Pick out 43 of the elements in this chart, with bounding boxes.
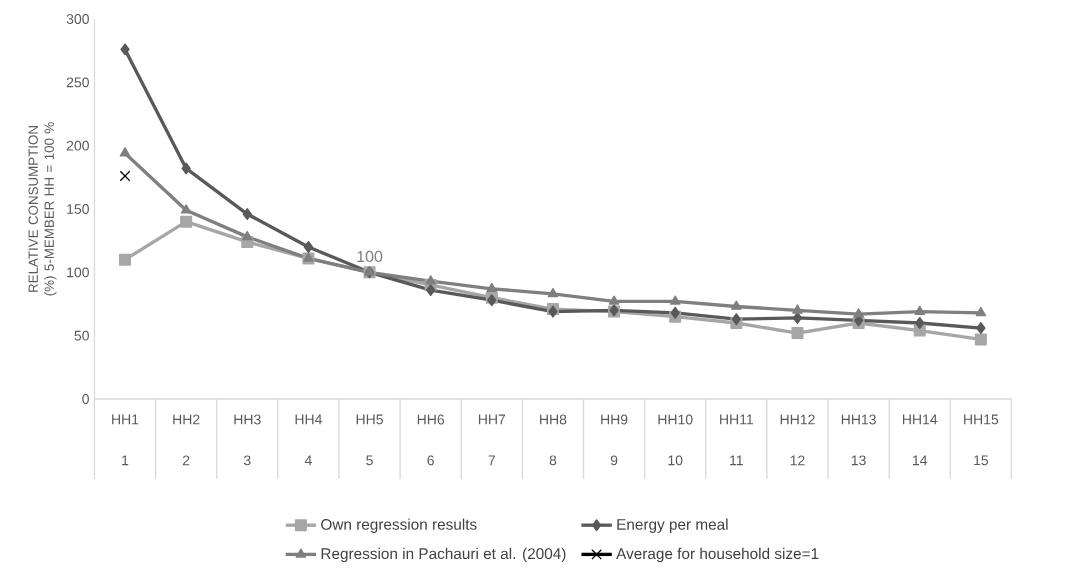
- y-tick-label: 50: [74, 330, 89, 341]
- y-tick-label: 150: [67, 204, 89, 214]
- y-tick-label: 200: [66, 140, 89, 151]
- x-tick-label: HH1: [112, 414, 139, 425]
- text: 3: [243, 455, 251, 466]
- x-tick-label: HH4: [295, 414, 322, 425]
- text: 14: [913, 455, 928, 466]
- text: 1: [122, 455, 129, 466]
- y-tick-label: 0: [82, 394, 89, 404]
- y-tick-label: 100: [67, 267, 89, 278]
- text: 7: [488, 455, 495, 466]
- data-label: 100: [357, 250, 383, 263]
- x-tick-label: HH8: [540, 414, 567, 425]
- x-tick-label: HH7: [478, 414, 506, 425]
- text: 10: [668, 455, 683, 466]
- x-tick-label: HH10: [658, 414, 693, 425]
- x-tick-label: HH12: [780, 414, 815, 425]
- text: 4: [304, 455, 312, 466]
- y-tick-label: 250: [66, 77, 89, 88]
- y-axis-title: RELATIVE CONSUMPTION (%) 5-MEMBER HH = 100 %: [28, 122, 57, 296]
- text: 6: [427, 455, 434, 466]
- legend-label: Own regression results: [321, 518, 477, 533]
- legend-label: Average for household size=1: [616, 547, 819, 563]
- y-tick-label: 300: [66, 14, 89, 24]
- text: 8: [549, 455, 557, 466]
- legend-label: Regression in Pachauri et al. (2004): [321, 547, 566, 563]
- text: 2: [182, 455, 190, 466]
- text: 5: [366, 455, 373, 466]
- x-tick-label: HH2: [173, 414, 200, 425]
- text: 13: [851, 455, 866, 466]
- x-tick-label: HH11: [720, 414, 754, 425]
- text: 15: [974, 455, 989, 466]
- text: 9: [610, 455, 618, 466]
- x-tick-label: HH6: [417, 414, 445, 425]
- legend-label: Energy per meal: [617, 518, 728, 533]
- text: 12: [790, 455, 805, 466]
- x-tick-label: HH13: [841, 414, 876, 425]
- text: 11: [730, 455, 743, 466]
- x-tick-label: HH15: [964, 414, 999, 425]
- x-tick-label: HH5: [356, 414, 383, 425]
- x-tick-label: HH3: [234, 414, 261, 425]
- x-tick-label: HH14: [902, 414, 938, 425]
- x-tick-label: HH9: [601, 414, 628, 425]
